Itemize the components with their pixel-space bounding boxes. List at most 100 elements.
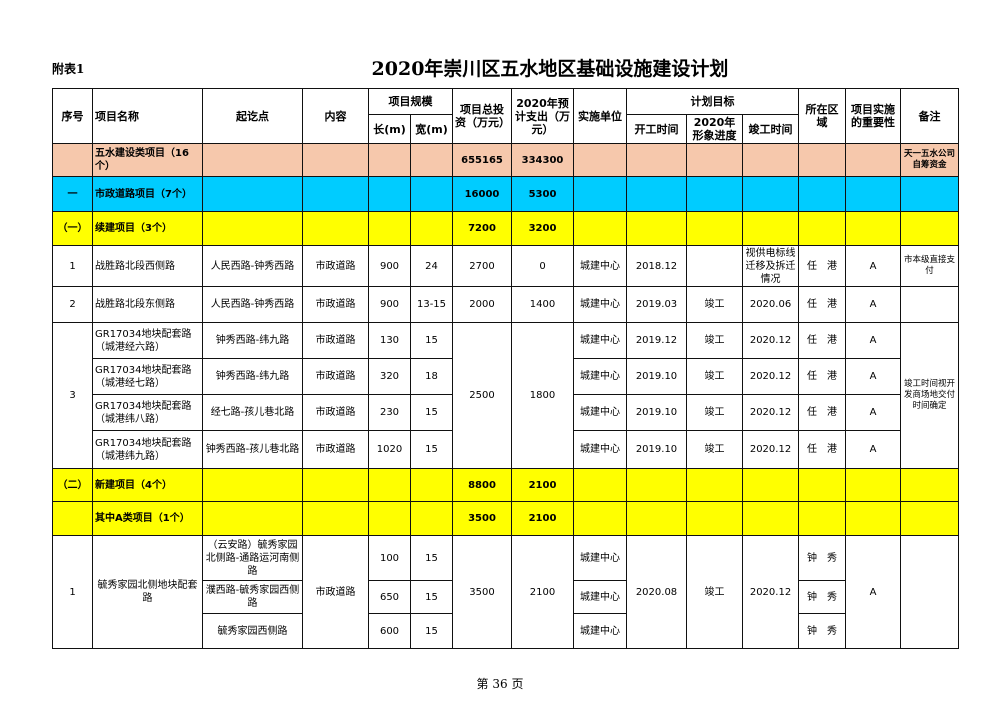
- name-cell: GR17034地块配套路（城港纬八路）: [92, 394, 203, 431]
- start-cell: 2019.03: [626, 286, 687, 323]
- route-cell: 钟秀西路-孩儿巷北路: [202, 430, 303, 469]
- invest-cell: 655165: [452, 143, 512, 177]
- area-cell: 钟 秀: [798, 535, 847, 581]
- route-cell: 人民西路-钟秀西路: [202, 245, 303, 287]
- table-cell: [573, 211, 627, 246]
- length-cell: 320: [368, 358, 411, 395]
- table-cell: [686, 501, 743, 536]
- summary-row: 五水建设类项目（16个） 655165 334300 天一五水公司自筹资金: [52, 143, 960, 177]
- route-cell: 钟秀西路-纬九路: [202, 358, 303, 395]
- table-cell: [302, 143, 369, 177]
- seq-cell: [52, 143, 93, 177]
- length-cell: 230: [368, 394, 411, 431]
- remark-cell: [900, 211, 960, 246]
- width-cell: 15: [410, 322, 453, 359]
- width-cell: 15: [410, 394, 453, 431]
- project-row: GR17034地块配套路（城港纬八路） 经七路-孩儿巷北路 市政道路 230 15 城建中…: [53, 394, 959, 431]
- name-cell: 续建项目（3个）: [92, 211, 203, 246]
- spend-cell: 2100: [511, 468, 574, 502]
- summary-row: （一） 续建项目（3个） 7200 3200: [52, 211, 960, 246]
- header-plan: 计划目标: [625, 88, 800, 115]
- progress-cell: [686, 245, 743, 287]
- invest-cell: 2700: [452, 245, 512, 287]
- remark-cell: 市本级直接支付: [900, 245, 960, 287]
- table-cell: [302, 501, 369, 536]
- seq-cell: 3: [52, 322, 93, 469]
- project-row: 1 毓秀家园北侧地块配套路 （云安路）毓秀家园北侧路-通路运河南侧路 市政道路 100 1…: [52, 535, 960, 649]
- header-scale: 项目规模: [368, 88, 453, 115]
- progress-cell: 竣工: [686, 430, 743, 469]
- length-cell: 600: [368, 613, 411, 649]
- name-cell: 战胜路北段西侧路: [92, 245, 203, 287]
- unit-cell: 城建中心: [573, 580, 627, 614]
- table-cell: [410, 143, 453, 177]
- figure-label: 附表1: [52, 62, 85, 76]
- unit-cell: 城建中心: [573, 535, 627, 581]
- name-cell: 其中A类项目（1个）: [92, 501, 203, 536]
- unit-cell: 城建中心: [573, 613, 627, 649]
- finish-cell: 2020.12: [741, 394, 800, 431]
- unit-cell: 城建中心: [573, 394, 627, 431]
- start-cell: 2018.12: [626, 245, 687, 287]
- route-cell: 钟秀西路-纬九路: [202, 322, 303, 359]
- width-cell: 15: [410, 430, 453, 469]
- content-cell: 市政道路: [302, 322, 369, 359]
- header-progress: 2020年形象进度: [686, 114, 743, 144]
- header-route: 起讫点: [202, 88, 303, 144]
- invest-cell: 2000: [452, 286, 512, 323]
- spend-cell: 334300: [511, 143, 574, 177]
- unit-cell: 城建中心: [573, 358, 627, 395]
- unit-cell: 城建中心: [573, 322, 627, 359]
- spend-cell: 0: [511, 245, 574, 287]
- content-cell: 市政道路: [302, 430, 369, 469]
- unit-cell: 城建中心: [573, 430, 627, 469]
- plan-table: 序号 项目名称 起讫点 内容 项目规模 项目总投资（万元） 2020年预计支出（…: [52, 88, 960, 649]
- table-cell: [798, 468, 847, 502]
- invest-cell: 3500: [452, 501, 512, 536]
- seq-cell: 一: [52, 176, 93, 212]
- table-cell: [798, 143, 847, 177]
- remark-cell: [900, 535, 960, 649]
- importance-cell: A: [845, 286, 902, 323]
- table-cell: [686, 176, 743, 212]
- width-cell: 13-15: [410, 286, 453, 323]
- name-cell: GR17034地块配套路（城港经七路）: [92, 358, 203, 395]
- route-cell: 人民西路-钟秀西路: [202, 286, 303, 323]
- table-cell: [410, 211, 453, 246]
- project-row: 2 战胜路北段东侧路 人民西路-钟秀西路 市政道路 900 13-15 2000 1400 城建…: [52, 286, 960, 323]
- header-start: 开工时间: [626, 114, 687, 144]
- length-cell: 900: [368, 286, 411, 323]
- importance-cell: A: [845, 245, 902, 287]
- project-row: 毓秀家园西侧路 600 15 城建中心 钟 秀: [53, 613, 959, 649]
- length-cell: 130: [368, 322, 411, 359]
- project-row: 3 GR17034地块配套路（城港经六路） 钟秀西路-纬九路 市政道路 130 15 250…: [52, 322, 960, 469]
- project-row: GR17034地块配套路（城港经七路） 钟秀西路-纬九路 市政道路 320 18 城建中心…: [53, 358, 959, 395]
- finish-cell: 视供电标线迁移及拆迁情况: [741, 245, 800, 287]
- start-cell: 2019.10: [626, 394, 687, 431]
- header-invest: 项目总投资（万元）: [452, 88, 512, 144]
- header-length: 长(m): [368, 114, 411, 144]
- progress-cell: 竣工: [686, 322, 743, 359]
- summary-row: 一市政道路项目（7个） 16000 5300: [52, 176, 960, 212]
- spend-cell: 1400: [511, 286, 574, 323]
- table-cell: [368, 211, 411, 246]
- remark-cell: 天一五水公司自筹资金: [900, 143, 960, 177]
- header-finish: 竣工时间: [741, 114, 800, 144]
- header-content: 内容: [302, 88, 369, 144]
- name-cell: 市政道路项目（7个）: [92, 176, 203, 212]
- spend-cell: 1800: [511, 322, 574, 469]
- finish-cell: 2020.06: [741, 286, 800, 323]
- page-number: 第 36 页: [476, 677, 524, 691]
- importance-cell: A: [845, 322, 902, 359]
- seq-cell: [52, 501, 93, 536]
- table-cell: [410, 501, 453, 536]
- importance-cell: A: [845, 535, 902, 649]
- header-area: 所在区域: [798, 88, 847, 144]
- table-cell: [368, 468, 411, 502]
- name-cell: 毓秀家园北侧地块配套路: [92, 535, 203, 649]
- area-cell: 任 港: [798, 245, 847, 287]
- table-cell: [302, 176, 369, 212]
- header-spend: 2020年预计支出（万元）: [511, 88, 574, 144]
- length-cell: 650: [368, 580, 411, 614]
- header-remark: 备注: [900, 88, 960, 144]
